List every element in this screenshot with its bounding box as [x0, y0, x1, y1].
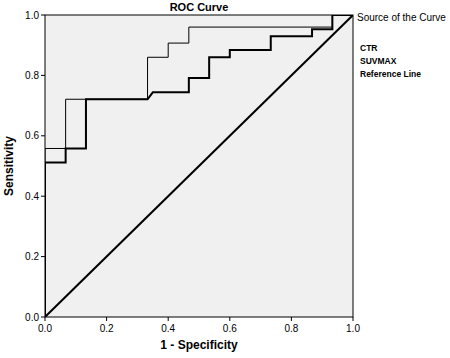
- plot-background: [45, 15, 353, 317]
- x-tick: [291, 317, 292, 321]
- y-tick-label: 1.0: [25, 10, 39, 21]
- y-axis-label: Sensitivity: [2, 136, 16, 196]
- y-tick-label: 0.0: [25, 312, 39, 323]
- y-tick: [41, 317, 45, 318]
- legend-entry: SUVMAX: [360, 56, 397, 66]
- x-tick: [168, 317, 169, 321]
- series-group: [45, 15, 353, 317]
- y-tick: [41, 135, 45, 136]
- legend-entry: CTR: [360, 43, 377, 53]
- y-tick-label: 0.6: [25, 130, 39, 141]
- x-tick: [45, 317, 46, 321]
- x-tick-label: 1.0: [346, 323, 360, 334]
- legend-title: Source of the Curve: [357, 12, 446, 23]
- chart: 0.0 0.2 0.4 0.6 0.8 1.0 0.0 0.2 0.4 0.6 0.8 1.0 ROC …: [0, 0, 450, 358]
- x-tick-label: 0.4: [161, 323, 175, 334]
- x-tick: [106, 317, 107, 321]
- title: ROC Curve: [170, 1, 229, 13]
- y-tick: [41, 196, 45, 197]
- roc-line: [45, 15, 353, 317]
- y-tick-label: 0.2: [25, 251, 39, 262]
- x-tick-label: 0.8: [284, 323, 298, 334]
- y-tick-label: 0.4: [25, 191, 39, 202]
- x-tick: [229, 317, 230, 321]
- legend-entry: Reference Line: [360, 69, 421, 79]
- x-tick: [353, 317, 354, 321]
- x-axis-label: 1 - Specificity: [160, 338, 238, 352]
- y-tick: [41, 15, 45, 16]
- roc-line: [45, 15, 353, 317]
- y-tick: [41, 256, 45, 257]
- x-tick-label: 0.6: [223, 323, 237, 334]
- roc-line: [45, 15, 353, 317]
- y-tick-label: 0.8: [25, 70, 39, 81]
- y-tick: [41, 75, 45, 76]
- x-tick-label: 0.0: [38, 323, 52, 334]
- plot-frame: [45, 15, 353, 317]
- x-tick-label: 0.2: [100, 323, 114, 334]
